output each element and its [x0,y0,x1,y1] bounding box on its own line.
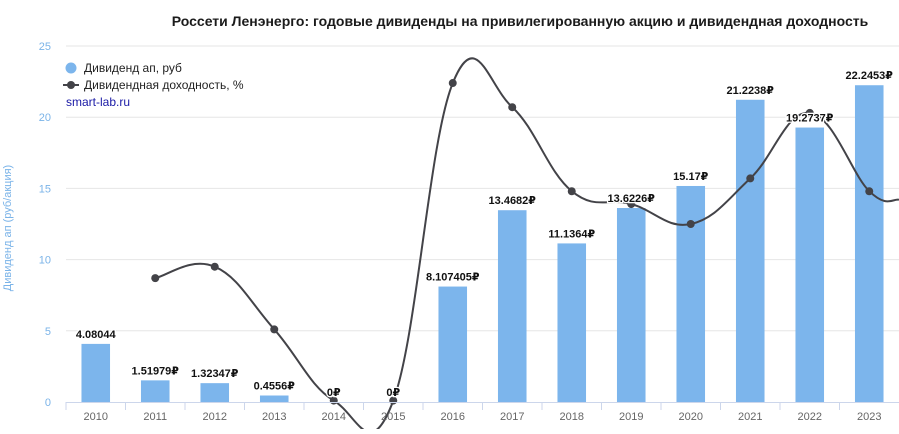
bar-data-label: 1.51979₽ [132,365,180,377]
yield-point[interactable] [508,103,517,112]
bar[interactable] [81,343,111,402]
bar[interactable] [200,383,230,402]
x-tick-label: 2016 [441,411,465,423]
bar-data-label: 13.6226₽ [608,193,656,205]
credit-text: smart-lab.ru [66,95,130,109]
x-tick-label: 2019 [619,411,643,423]
yield-point[interactable] [567,187,576,196]
y-tick-label: 0 [45,397,51,409]
bar[interactable] [616,208,646,402]
x-tick-label: 2010 [84,411,108,423]
yield-point[interactable] [627,200,636,209]
bar-data-label: 8.107405₽ [426,272,480,284]
x-tick-label: 2014 [322,411,346,423]
y-tick-label: 25 [39,41,51,53]
bar[interactable] [557,243,587,402]
label-layer: 4.08044 1.51979₽ 1.32347₽ 0.4556₽ 0₽ 0₽ 8.1074… [75,69,895,400]
y-tick-label: 15 [39,183,51,195]
yield-point[interactable] [210,262,219,271]
x-tick-label: 2022 [798,411,822,423]
bar-data-label: 15.17₽ [673,171,709,183]
bar[interactable] [259,395,289,402]
bar-data-label: 19.2737₽ [786,113,834,125]
x-tick-label: 2023 [857,411,881,423]
x-tick-label: 2012 [203,411,227,423]
bar-data-label: 0₽ [386,387,400,399]
legend: Дивиденд ап, руб Дивидендная доходность,… [63,61,244,109]
bar-data-label: 0₽ [327,387,341,399]
legend-label-dividend[interactable]: Дивиденд ап, руб [84,61,182,75]
bar[interactable] [497,210,527,402]
yield-point[interactable] [865,187,874,196]
chart-title: Россети Ленэнерго: годовые дивиденды на … [172,13,869,29]
bar-data-label: 1.32347₽ [191,368,239,380]
axis-layer: 0 5 10 15 20 25 2010 2011 2012 2013 2014 2015 2016 20… [39,41,899,423]
yield-point[interactable] [805,108,814,117]
yield-point[interactable] [151,274,160,283]
x-tick-label: 2017 [500,411,524,423]
y-tick-label: 10 [39,255,51,267]
bar[interactable] [438,286,468,402]
x-tick-label: 2020 [679,411,703,423]
yield-point[interactable] [448,79,457,88]
yield-point[interactable] [746,174,755,183]
x-tick-label: 2015 [381,411,405,423]
legend-bar-swatch [65,62,77,74]
bar-data-label: 21.2238₽ [727,85,775,97]
bar[interactable] [854,85,884,402]
yield-line [155,57,899,434]
yield-point[interactable] [686,220,695,228]
bar-data-label: 22.2453₽ [846,70,894,82]
y-tick-label: 20 [39,112,51,124]
bar-data-label: 0.4556₽ [254,381,296,393]
x-tick-label: 2021 [738,411,762,423]
bar-data-label: 11.1364₽ [548,228,595,240]
x-tick-label: 2013 [262,411,286,423]
legend-label-yield[interactable]: Дивидендная доходность, % [84,78,244,92]
y-tick-label: 5 [45,326,51,338]
yield-point[interactable] [270,325,279,334]
bar-data-label: 4.08044 [76,329,117,341]
legend-line-marker [67,81,75,89]
bar-layer [81,85,884,403]
x-tick-label: 2018 [560,411,584,423]
bar[interactable] [676,185,706,402]
bar[interactable] [735,99,765,403]
bar[interactable] [795,127,825,402]
bar-data-label: 13.4682₽ [489,195,537,207]
y-axis-label: Дивиденд ап (руб/акция) [2,165,14,291]
x-tick-label: 2011 [143,411,167,423]
bar[interactable] [140,380,170,402]
